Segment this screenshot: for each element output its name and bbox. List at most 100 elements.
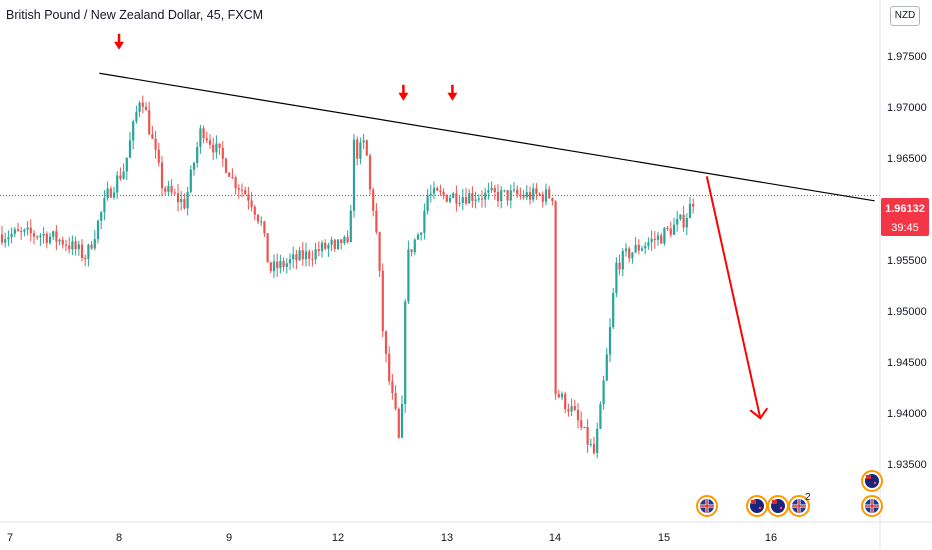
candle-body xyxy=(688,203,692,219)
marker-arrow-head xyxy=(398,92,409,101)
candle-body xyxy=(90,244,93,249)
projection-arrow-line[interactable] xyxy=(705,176,762,419)
candle-body xyxy=(263,221,266,234)
candle-body xyxy=(61,239,64,245)
candle-body xyxy=(682,214,685,228)
x-tick-label: 8 xyxy=(116,532,122,544)
projection-arrow-layer[interactable] xyxy=(705,176,769,420)
candle-body xyxy=(154,138,157,150)
candle-body xyxy=(282,260,285,267)
uk-flag-icon[interactable] xyxy=(696,495,718,517)
candle-body xyxy=(378,232,381,271)
candle-body xyxy=(535,188,538,194)
nz-flag-icon[interactable] xyxy=(767,495,789,517)
candle-body xyxy=(455,193,458,204)
y-tick-label: 1.97500 xyxy=(887,51,927,63)
candle-body xyxy=(288,259,292,264)
candle-body xyxy=(352,139,356,211)
candle-body xyxy=(116,175,119,193)
candle-body xyxy=(125,157,128,172)
candle-body xyxy=(327,244,330,249)
candle-body xyxy=(407,249,410,302)
candle-body xyxy=(314,249,317,260)
y-axis-ticks: 1.975001.970001.965001.960001.955001.950… xyxy=(887,51,927,471)
uk-flag-icon[interactable]: 2 xyxy=(788,492,811,517)
candle-body xyxy=(189,169,192,192)
candle-body xyxy=(647,242,650,246)
candle-body xyxy=(503,190,506,192)
candle-body xyxy=(653,238,656,240)
candle-body xyxy=(490,187,493,191)
candle-body xyxy=(560,393,564,398)
candle-body xyxy=(413,239,416,253)
trendline-layer[interactable] xyxy=(99,72,875,202)
candle-body xyxy=(48,236,52,244)
y-tick-label: 1.95000 xyxy=(887,306,927,318)
candle-body xyxy=(39,235,42,238)
candle-body xyxy=(333,239,336,249)
candle-body xyxy=(23,229,26,232)
candle-body xyxy=(660,235,663,244)
candle-body xyxy=(602,380,605,405)
candle-body xyxy=(58,239,61,242)
marker-arrows-layer xyxy=(114,33,458,101)
nz-flag-icon[interactable] xyxy=(746,495,768,517)
candle-body xyxy=(148,110,151,135)
candle-body xyxy=(589,443,592,445)
candle-body xyxy=(397,408,400,438)
trendline[interactable] xyxy=(99,72,875,202)
candle-body xyxy=(474,199,477,201)
flag-star xyxy=(779,506,783,510)
candle-body xyxy=(199,128,202,147)
candle-body xyxy=(10,233,13,238)
candle-body xyxy=(516,189,519,195)
price-axis-background[interactable] xyxy=(880,0,932,550)
candle-body xyxy=(157,149,160,163)
candle-body xyxy=(420,232,423,235)
candle-body xyxy=(144,106,148,111)
candle-body xyxy=(122,171,125,179)
candle-body xyxy=(628,248,631,259)
chart-title: British Pound / New Zealand Dollar, 45, … xyxy=(6,8,264,22)
candle-body xyxy=(16,229,20,232)
candle-body xyxy=(448,197,452,202)
candle-body xyxy=(208,140,212,145)
candle-body xyxy=(176,193,180,203)
candle-body xyxy=(522,194,525,198)
events-layer[interactable]: 2 xyxy=(696,470,883,517)
currency-badge[interactable]: NZD xyxy=(890,6,920,26)
candle-body xyxy=(400,404,404,438)
candle-body xyxy=(234,177,237,189)
candle-body xyxy=(586,427,589,445)
candle-body xyxy=(349,210,352,243)
nz-flag-icon[interactable] xyxy=(861,470,883,492)
candle-body xyxy=(240,189,244,191)
candle-body xyxy=(608,327,612,355)
candle-body xyxy=(218,143,221,148)
candle-body xyxy=(7,237,10,240)
candle-body xyxy=(388,353,391,382)
candle-body xyxy=(634,244,637,253)
candle-body xyxy=(685,218,688,228)
candle-body xyxy=(461,197,464,203)
candle-body xyxy=(4,239,7,243)
candle-body xyxy=(404,301,407,405)
candle-body xyxy=(71,241,74,250)
x-tick-label: 14 xyxy=(549,532,561,544)
price-badge-background xyxy=(881,198,929,236)
x-tick-label: 7 xyxy=(7,532,13,544)
candle-body xyxy=(615,262,618,294)
candle-body xyxy=(554,201,557,395)
candle-body xyxy=(231,176,234,178)
candle-body xyxy=(564,393,567,410)
uk-flag-icon[interactable] xyxy=(861,495,883,517)
candle-body xyxy=(237,188,240,190)
candle-body xyxy=(618,262,621,270)
candle-body xyxy=(311,258,314,260)
candle-body xyxy=(292,254,295,260)
candle-body xyxy=(301,250,304,260)
candle-body xyxy=(151,134,154,139)
flag-canton xyxy=(772,500,777,504)
candle-body xyxy=(272,261,276,272)
